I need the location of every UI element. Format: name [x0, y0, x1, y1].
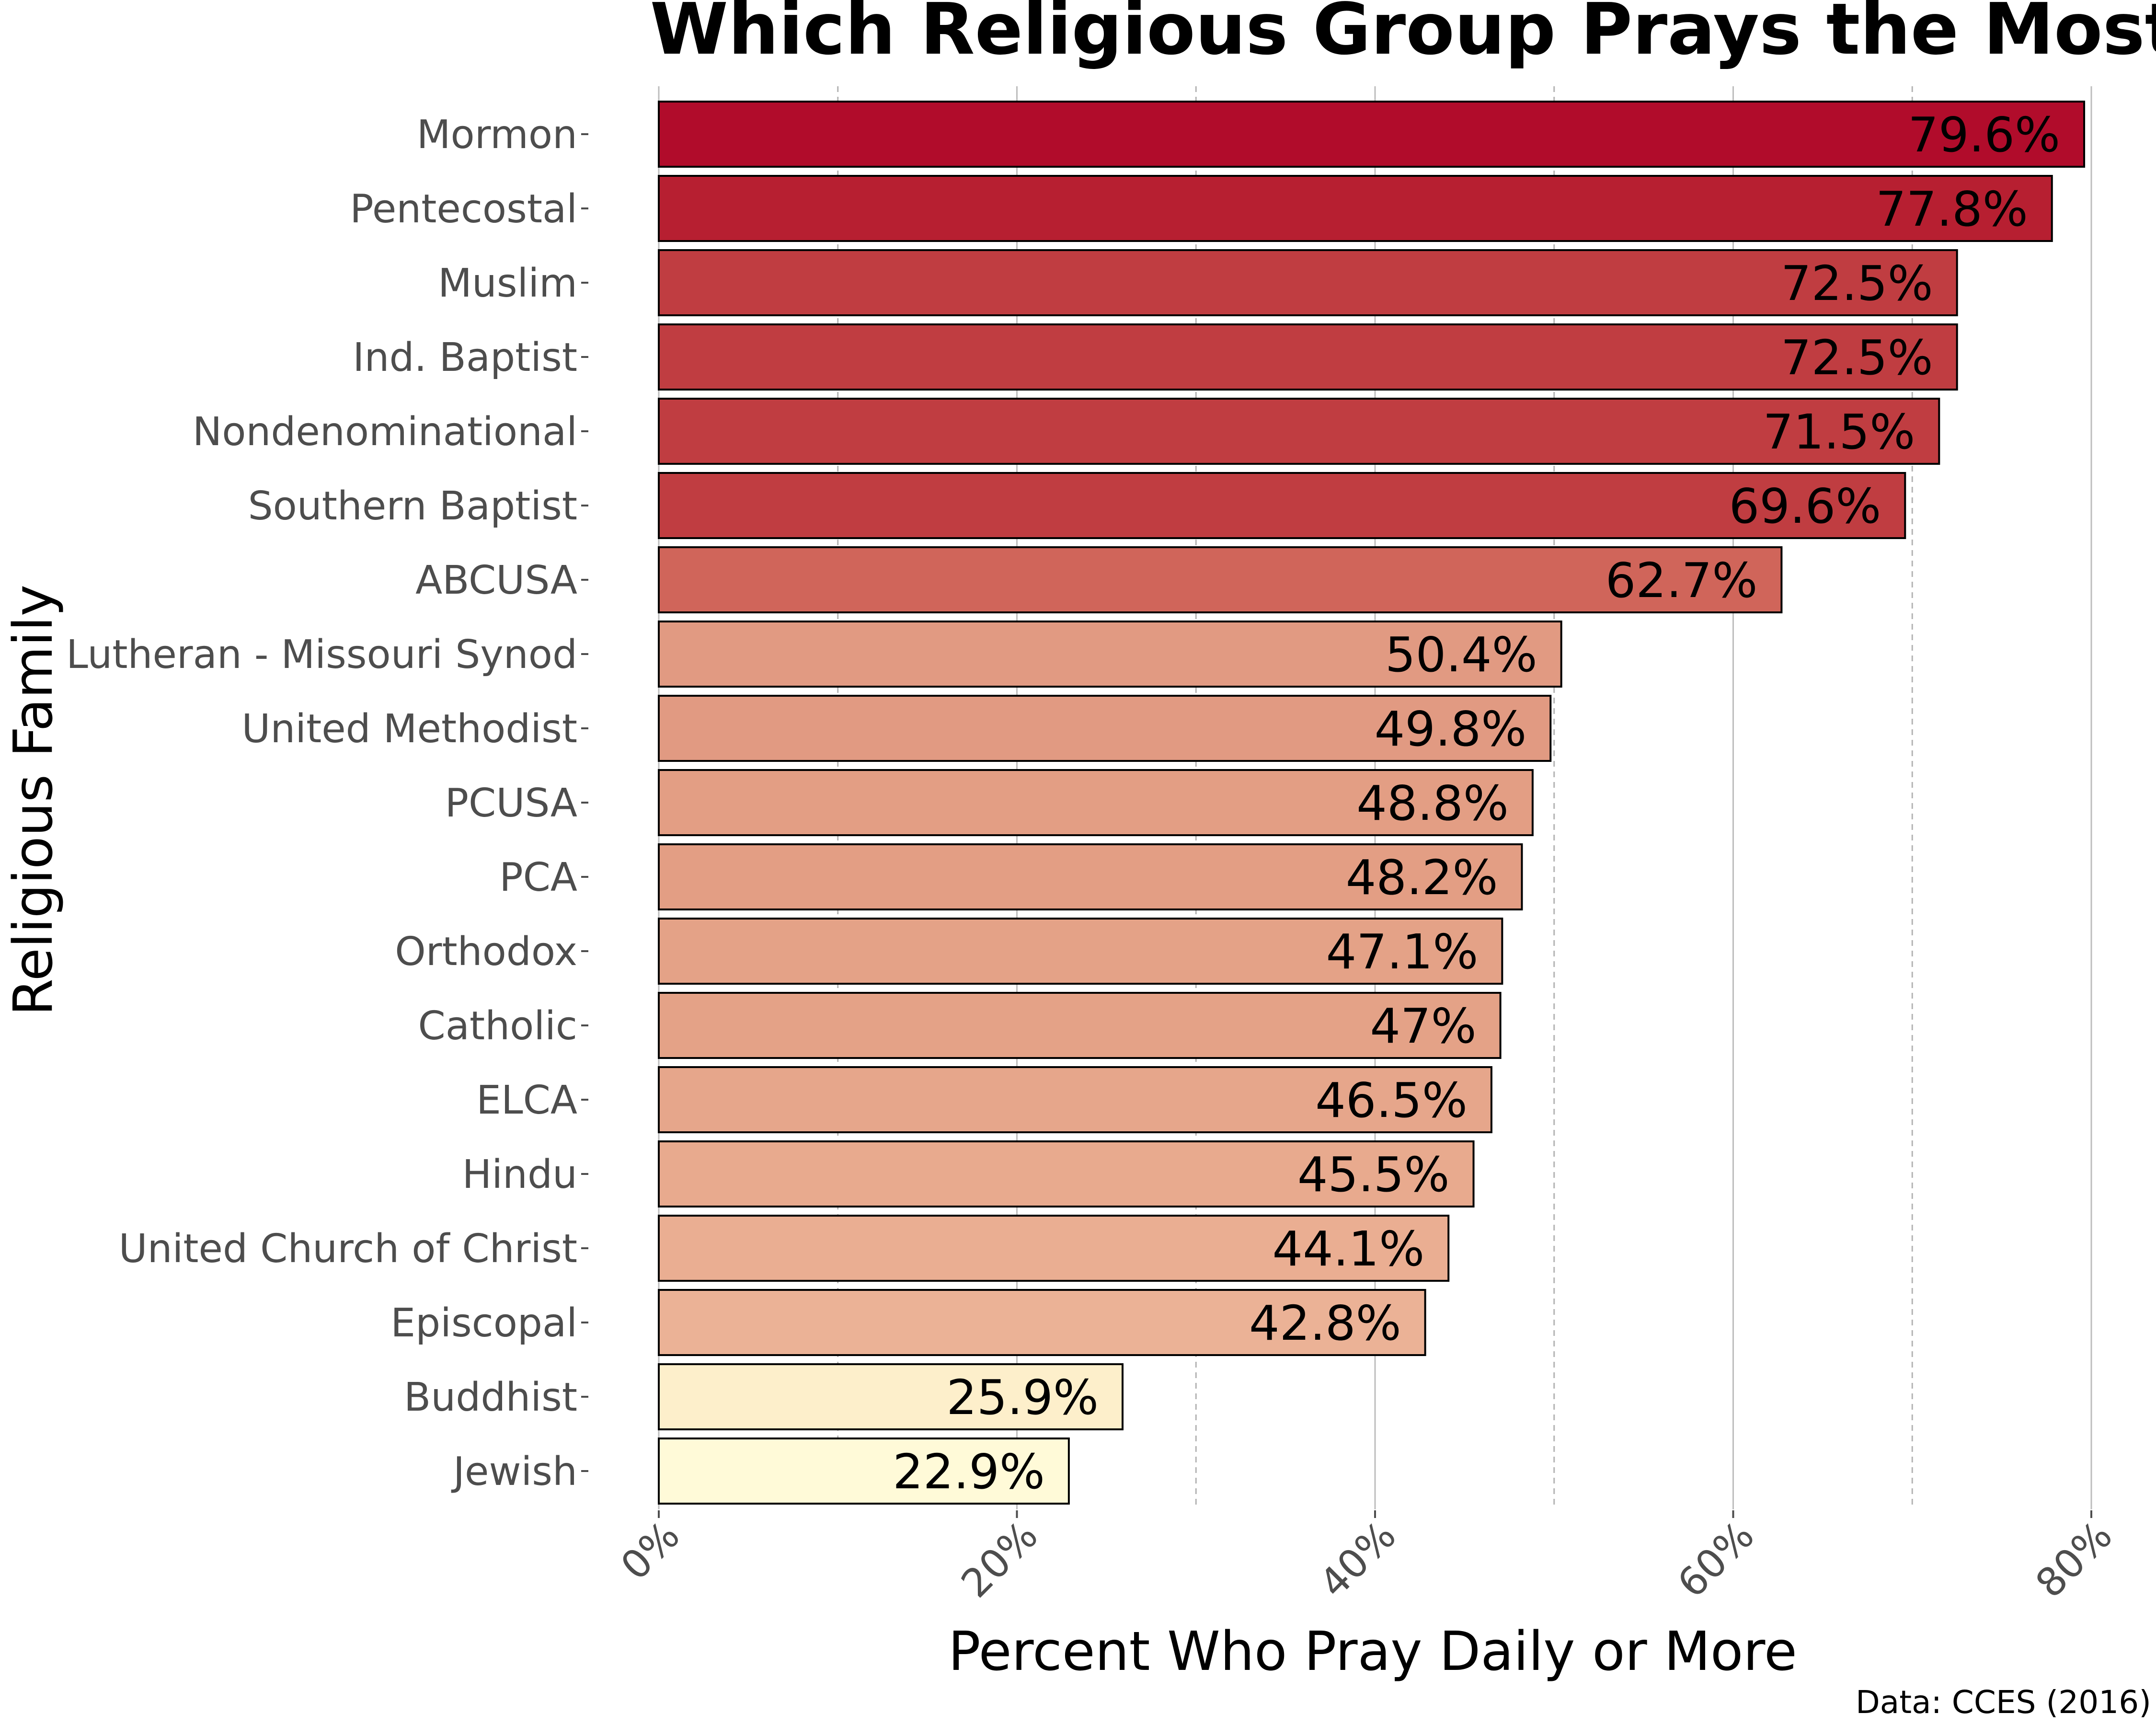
category-label: Episcopal: [390, 1300, 577, 1346]
category-label: Ind. Baptist: [353, 335, 577, 380]
category-label: Mormon: [417, 112, 577, 158]
bar: [658, 1066, 1492, 1133]
value-label: 49.8%: [1375, 701, 1527, 757]
x-tick-label: 20%: [953, 1513, 1047, 1607]
category-label: Hindu: [462, 1152, 577, 1197]
value-label: 71.5%: [1763, 404, 1915, 460]
category-label: Orthodox: [395, 929, 577, 975]
value-label: 25.9%: [946, 1369, 1099, 1426]
category-label: United Church of Christ: [119, 1226, 577, 1272]
bar: [658, 1140, 1475, 1208]
value-label: 46.5%: [1315, 1072, 1468, 1128]
bar: [658, 472, 1906, 539]
x-tick-label: 40%: [1311, 1513, 1405, 1607]
category-label: PCA: [499, 855, 577, 900]
bar: [658, 1438, 1070, 1505]
value-label: 47%: [1370, 998, 1476, 1054]
category-label: Lutheran - Missouri Synod: [66, 632, 577, 678]
bar: [658, 398, 1940, 465]
value-label: 22.9%: [893, 1444, 1045, 1500]
x-tick-label: 60%: [1669, 1513, 1763, 1607]
bar: [658, 621, 1562, 688]
bar: [658, 249, 1958, 316]
bar: [658, 695, 1552, 762]
chart-title: Which Religious Group Prays the Most?: [650, 0, 2156, 70]
value-label: 69.6%: [1729, 478, 1881, 534]
value-label: 50.4%: [1385, 627, 1537, 683]
bar: [658, 175, 2053, 242]
bar: [658, 1289, 1426, 1356]
bar: [658, 101, 2086, 168]
category-label: ABCUSA: [415, 558, 577, 603]
category-label: Jewish: [451, 1449, 577, 1495]
value-label: 77.8%: [1876, 181, 2028, 237]
category-label: Catholic: [418, 1003, 577, 1049]
x-tick-label: 80%: [2027, 1513, 2121, 1607]
value-label: 48.2%: [1346, 850, 1498, 906]
y-axis-title: Religious Family: [2, 585, 65, 1016]
category-labels: Mormon Pentecostal Muslim Ind. Baptist Nonde…: [66, 112, 588, 1495]
bar: [658, 992, 1502, 1059]
value-label: 48.8%: [1356, 775, 1509, 831]
bar: [658, 323, 1958, 391]
bar: [658, 1363, 1124, 1430]
value-label: 79.6%: [1908, 107, 2060, 163]
bar: [658, 1215, 1450, 1282]
bar: [658, 546, 1783, 613]
category-label: Pentecostal: [350, 186, 577, 232]
category-label: Nondenominational: [193, 409, 577, 455]
category-label: ELCA: [476, 1078, 577, 1123]
value-label: 44.1%: [1273, 1221, 1425, 1277]
x-axis-ticks: 0% 20% 40% 60% 80%: [612, 1510, 2121, 1607]
value-label: 42.8%: [1249, 1295, 1401, 1351]
caption: Data: CCES (2016): [1856, 1684, 2151, 1721]
bar: [658, 918, 1503, 985]
x-axis-title: Percent Who Pray Daily or More: [948, 1621, 1797, 1683]
value-label: 72.5%: [1781, 330, 1933, 386]
category-label: Muslim: [438, 261, 577, 306]
category-label: Southern Baptist: [248, 483, 577, 529]
value-label: 47.1%: [1326, 924, 1479, 980]
value-label: 72.5%: [1781, 255, 1933, 311]
value-label: 45.5%: [1297, 1147, 1450, 1203]
x-tick-label: 0%: [612, 1513, 688, 1589]
category-label: PCUSA: [445, 781, 577, 826]
category-label: United Methodist: [241, 706, 577, 752]
bar: [658, 769, 1534, 836]
value-label: 62.7%: [1606, 552, 1758, 609]
bar: [658, 843, 1523, 910]
bars: 79.6% 77.8% 72.5% 72.5% 71.5% 69.6% 62.7% 50.4%…: [658, 101, 2086, 1505]
category-label: Buddhist: [404, 1375, 577, 1420]
